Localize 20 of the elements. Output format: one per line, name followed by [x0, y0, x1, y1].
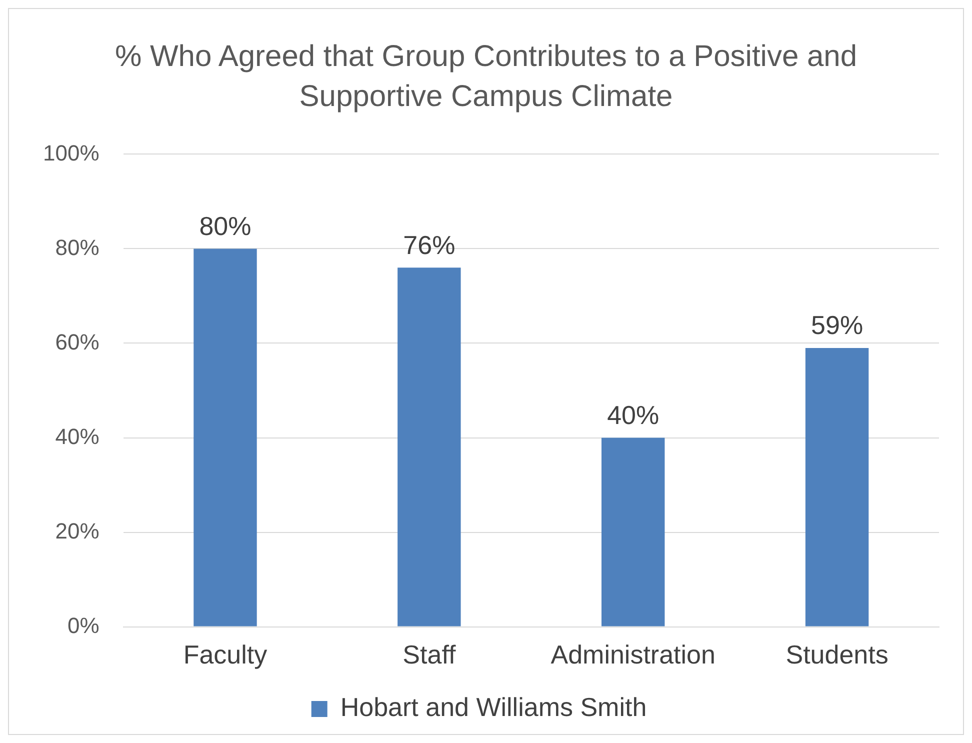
data-label: 40%	[607, 400, 660, 430]
bar	[398, 268, 461, 626]
x-tick-label: Staff	[402, 640, 456, 670]
y-tick-label: 60%	[55, 329, 100, 354]
data-label: 76%	[403, 230, 456, 260]
legend-label: Hobart and Williams Smith	[340, 692, 647, 722]
bar	[194, 248, 257, 626]
bar	[805, 348, 869, 626]
data-label: 59%	[811, 310, 864, 340]
y-tick-label: 0%	[67, 612, 100, 638]
data-label: 80%	[199, 210, 252, 241]
bar	[601, 438, 665, 626]
x-tick-label: Faculty	[183, 640, 268, 670]
y-tick-label: 80%	[55, 234, 100, 260]
y-tick-label: 20%	[55, 518, 100, 544]
y-tick-label: 40%	[55, 424, 100, 449]
chart-title: % Who Agreed that Group Contributes to a Positive and Supportive Campus Climate	[114, 39, 858, 115]
y-tick-label: 100%	[42, 140, 100, 166]
x-tick-label: Students	[786, 640, 888, 670]
x-tick-label: Administration	[550, 640, 716, 670]
